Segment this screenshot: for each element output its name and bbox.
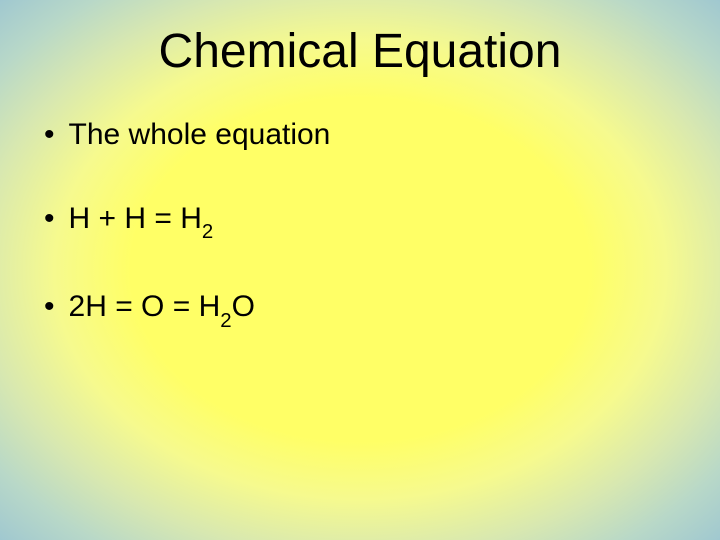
subscript: 2 <box>202 221 213 243</box>
bullet-equation: H + H = H2 <box>69 201 214 241</box>
bullet-item: H + H = H2 <box>44 201 680 241</box>
bullet-equation: 2H = O = H2O <box>69 289 255 329</box>
slide-title: Chemical Equation <box>40 24 680 79</box>
subscript: 2 <box>220 310 231 332</box>
slide-container: Chemical Equation The whole equation H +… <box>0 0 720 540</box>
bullet-list: The whole equation H + H = H2 2H = O = H… <box>40 117 680 330</box>
bullet-item: 2H = O = H2O <box>44 289 680 329</box>
bullet-item: The whole equation <box>44 117 680 153</box>
bullet-text: The whole equation <box>69 117 331 153</box>
